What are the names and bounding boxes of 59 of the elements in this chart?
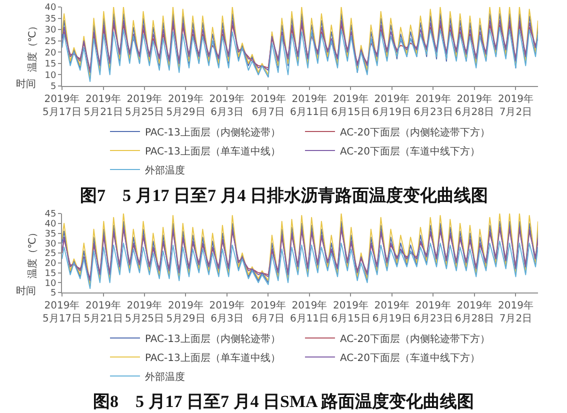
y-tick-label: 30 — [44, 26, 56, 36]
x-tick-label: 2019年6月23日 — [414, 93, 453, 118]
x-axis-title: 时间 — [16, 78, 36, 90]
text: 图7 5 月17 日至7 月4 日排水沥青路面温度变化曲线图 — [80, 186, 488, 205]
x-tick-label: 2019年5月17日 — [42, 93, 82, 118]
x-tick-label: 2019年5月25日 — [124, 300, 164, 324]
x-tick-label: 2019年5月17日 — [42, 300, 82, 324]
x-tick-label: 2019年5月29日 — [166, 300, 206, 324]
x-tick-label: 2019年6月11日 — [290, 300, 330, 324]
y-tick-label: 25 — [44, 249, 56, 260]
x-tick-label: 2019年5月21日 — [84, 300, 123, 324]
x-tick-label: 2019年5月21日 — [84, 93, 123, 118]
x-tick-label: 2019年6月28日 — [454, 93, 494, 118]
x-tick-label: 2019年6月19日 — [372, 300, 412, 324]
y-tick-label: 5 — [50, 288, 56, 299]
x-tick-label: 2019年6月23日 — [414, 300, 453, 324]
legend-label: PAC-13上面层（单车道中线） — [145, 145, 280, 158]
y-tick-label: 20 — [44, 259, 56, 270]
text: 图8 5 月17 日至7 月4 日SMA 路面温度变化曲线图 — [93, 392, 474, 411]
y-axis-title: 温度（℃） — [26, 227, 39, 279]
y-tick-label: 10 — [44, 70, 56, 81]
x-tick-label: 2019年6月28日 — [454, 300, 494, 324]
y-tick-label: 5 — [50, 82, 56, 92]
legend-label: 外部温度 — [145, 370, 185, 383]
x-tick-label: 2019年6月3日 — [209, 93, 245, 118]
x-tick-label: 2019年6月15日 — [331, 93, 370, 118]
legend-label: PAC-13上面层（内侧轮迹带） — [145, 332, 280, 345]
y-tick-label: 15 — [44, 60, 56, 70]
y-tick-label: 35 — [44, 14, 56, 24]
y-axis-title: 温度（℃） — [26, 20, 39, 72]
legend-label: AC-20下面层（车道中线下方） — [340, 145, 480, 158]
x-tick-label: 2019年6月11日 — [290, 93, 330, 118]
x-tick-label: 2019年7月2日 — [498, 93, 534, 118]
x-tick-label: 2019年6月15日 — [331, 300, 370, 324]
x-tick-label: 2019年5月29日 — [166, 93, 206, 118]
x-tick-label: 2019年6月19日 — [372, 93, 412, 118]
x-tick-label: 2019年6月3日 — [209, 300, 245, 324]
x-tick-label: 2019年5月25日 — [124, 93, 164, 118]
legend-label: AC-20下面层（内侧轮迹带下方） — [340, 126, 490, 138]
y-tick-label: 20 — [44, 48, 56, 58]
line-series — [62, 240, 538, 290]
legend-label: AC-20下面层（车道中线下方） — [340, 352, 480, 364]
x-axis-title: 时间 — [16, 285, 36, 297]
line-series — [62, 26, 538, 82]
y-tick-label: 10 — [44, 278, 56, 289]
legend-label: PAC-13上面层（内侧轮迹带） — [145, 126, 280, 138]
y-tick-label: 45 — [44, 210, 56, 220]
y-tick-label: 35 — [44, 229, 56, 240]
x-tick-label: 2019年6月7日 — [250, 93, 286, 118]
y-tick-label: 25 — [44, 37, 56, 48]
legend-label: AC-20下面层（内侧轮迹带下方） — [340, 332, 490, 345]
y-tick-label: 40 — [44, 3, 56, 14]
y-tick-label: 30 — [44, 239, 56, 250]
y-tick-label: 40 — [44, 220, 56, 230]
y-tick-label: 15 — [44, 268, 56, 279]
legend-label: 外部温度 — [145, 164, 185, 176]
legend-label: PAC-13上面层（单车道中线） — [145, 352, 280, 364]
x-tick-label: 2019年7月2日 — [498, 300, 534, 324]
x-tick-label: 2019年6月7日 — [250, 300, 286, 324]
